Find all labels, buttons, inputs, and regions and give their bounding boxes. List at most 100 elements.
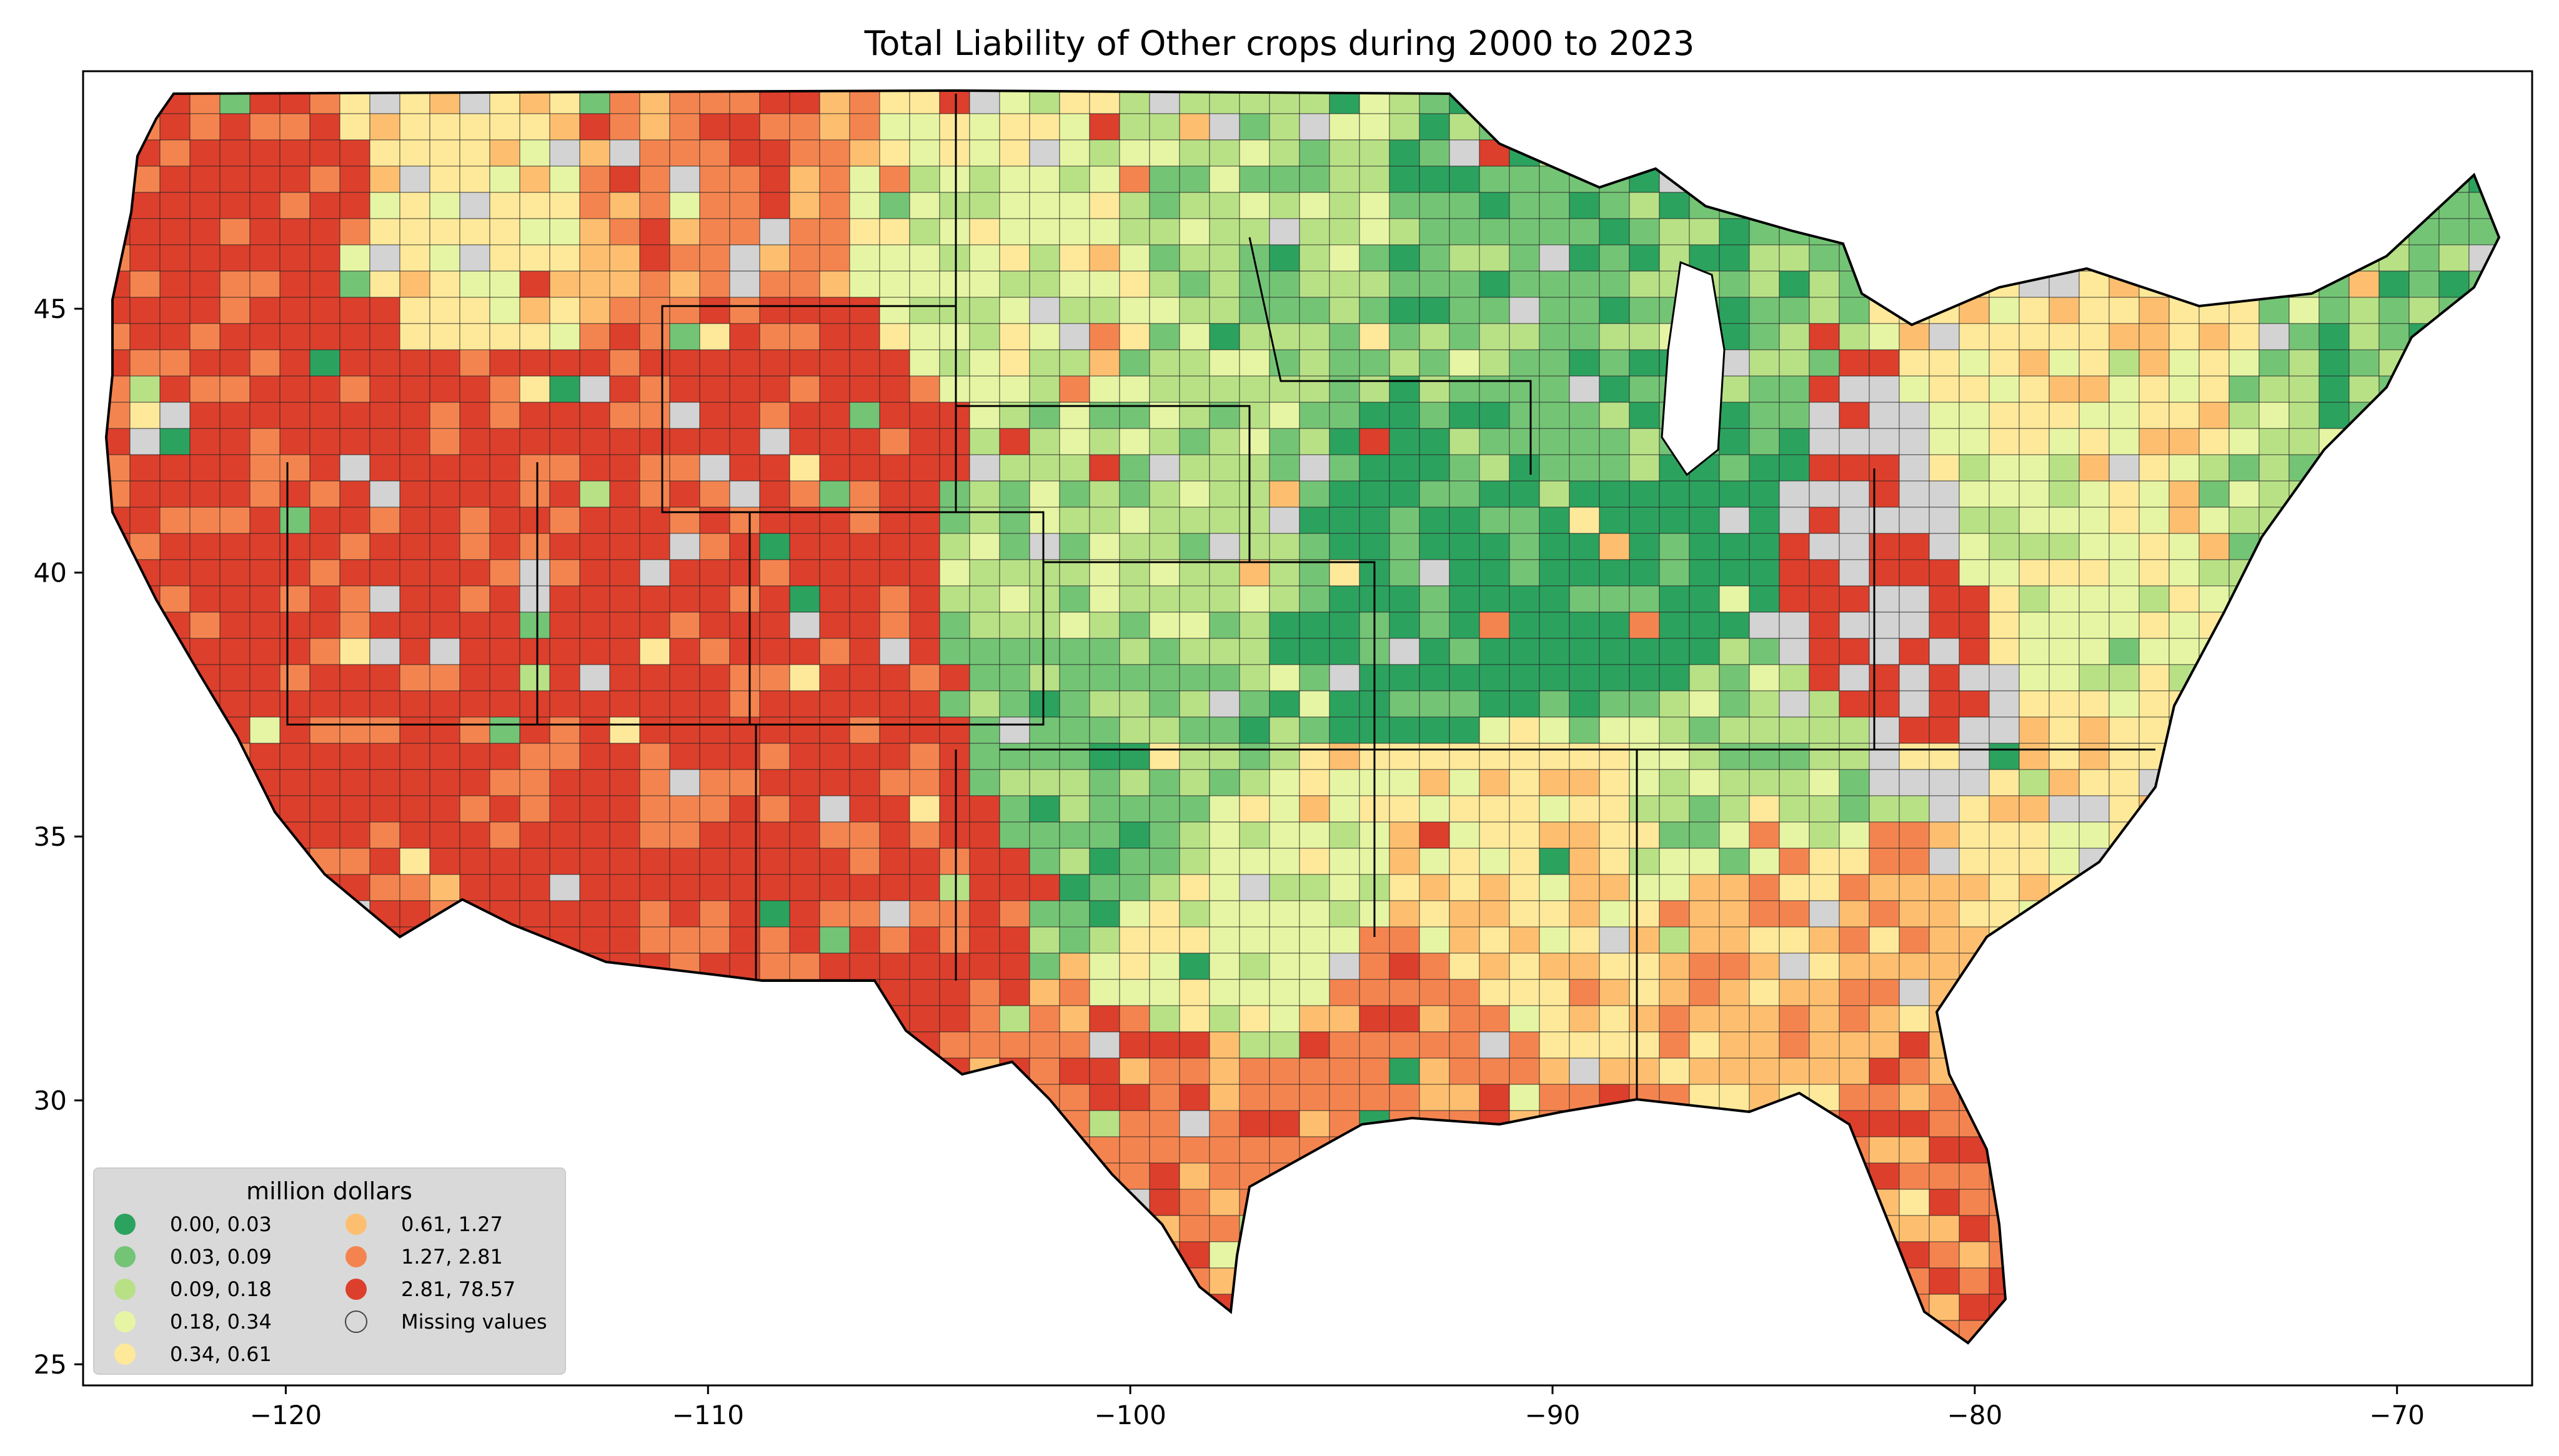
county-cell [309,769,340,796]
county-cell [1119,533,1150,560]
county-cell [1239,218,1270,245]
county-cell [2348,1136,2380,1164]
county-cell [1389,821,1420,849]
county-cell [1719,270,1750,298]
county-cell [249,1136,281,1164]
county-cell [2139,113,2170,141]
county-cell [1929,218,1960,245]
county-cell [2318,139,2350,167]
county-cell [939,664,970,691]
county-cell [2049,900,2080,928]
county-cell [1089,375,1120,403]
county-cell [1629,1294,1660,1321]
county-cell [2049,349,2080,377]
county-cell [789,1031,820,1059]
county-cell [429,166,460,193]
county-cell [106,690,131,718]
county-cell [1719,585,1750,613]
county-cell [699,612,730,639]
county-cell [1989,428,2020,455]
county-cell [1599,848,1630,875]
county-cell [849,297,880,324]
county-cell [2468,166,2499,193]
county-cell [549,769,580,796]
county-cell [489,1084,520,1111]
county-cell [969,1162,1000,1190]
county-cell [1809,874,1840,901]
county-cell [1389,1136,1420,1164]
county-cell [2169,454,2200,482]
county-cell [189,244,221,272]
county-cell [1809,716,1840,744]
county-cell [2498,1189,2499,1216]
county-cell [1419,1267,1450,1295]
county-cell [1719,1084,1750,1111]
county-cell [2468,953,2499,980]
county-cell [1899,900,1930,928]
county-cell [729,533,760,560]
county-cell [1929,1241,1960,1269]
county-cell [1569,638,1600,665]
county-cell [2109,428,2140,455]
county-cell [1119,1110,1150,1137]
county-cell [1479,270,1510,298]
county-cell [189,900,221,928]
county-cell [1899,559,1930,587]
county-cell [2229,507,2260,534]
county-cell [2019,218,2050,245]
county-cell [1269,244,1300,272]
county-cell [1119,166,1150,193]
county-cell [2079,716,2110,744]
county-cell [2019,1110,2050,1137]
county-cell [579,1031,610,1059]
county-cell [129,953,161,980]
county-cell [2139,1294,2170,1321]
county-cell [2288,323,2320,350]
county-cell [2468,1057,2499,1085]
county-cell [1119,821,1150,849]
county-cell [519,769,550,796]
county-cell [2258,533,2290,560]
county-cell [1209,139,1240,167]
county-cell [1959,1294,1990,1321]
county-cell [699,638,730,665]
county-cell [2109,559,2140,587]
county-cell [1749,1267,1780,1295]
county-cell [2318,1031,2350,1059]
county-cell [1569,402,1600,429]
county-cell [849,533,880,560]
county-cell [1809,533,1840,560]
county-cell [369,113,400,141]
county-cell [309,664,340,691]
county-cell [2199,1005,2230,1033]
county-cell [2438,1005,2470,1033]
county-cell [2318,480,2350,508]
county-cell [2348,1057,2380,1085]
county-cell [106,821,131,849]
county-cell [2378,1084,2410,1111]
county-cell [2438,533,2470,560]
county-cell [1089,1136,1120,1164]
county-cell [1899,612,1930,639]
county-cell [2498,874,2499,901]
county-cell [1329,1241,1360,1269]
county-cell [159,192,191,219]
county-cell [2199,349,2230,377]
county-cell [2079,638,2110,665]
county-cell [729,874,760,901]
county-cell [1599,769,1630,796]
county-cell [609,297,640,324]
county-cell [1179,821,1210,849]
county-cell [999,638,1030,665]
county-cell [1959,428,1990,455]
county-cell [939,1267,970,1295]
county-cell [819,874,850,901]
county-cell [1509,218,1540,245]
county-cell [1629,454,1660,482]
county-cell [849,244,880,272]
county-cell [2318,533,2350,560]
county-cell [339,979,370,1006]
county-cell [1839,900,1870,928]
county-cell [909,402,940,429]
county-cell [939,1320,970,1343]
